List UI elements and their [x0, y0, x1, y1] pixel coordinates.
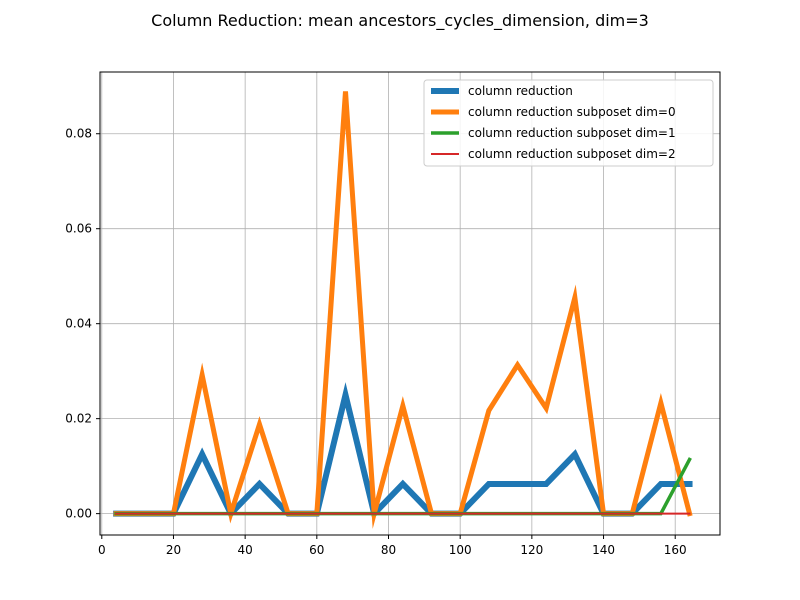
- legend-label-1: column reduction subposet dim=0: [468, 105, 676, 119]
- y-tick-label: 0.00: [65, 507, 92, 521]
- x-tick-label: 40: [238, 543, 253, 557]
- legend-label-2: column reduction subposet dim=1: [468, 126, 676, 140]
- legend-label-3: column reduction subposet dim=2: [468, 147, 676, 161]
- x-tick-label: 120: [520, 543, 543, 557]
- y-tick-label: 0.06: [65, 222, 92, 236]
- x-tick-label: 160: [664, 543, 687, 557]
- x-tick-label: 60: [309, 543, 324, 557]
- x-tick-label: 20: [166, 543, 181, 557]
- x-tick-label: 140: [592, 543, 615, 557]
- legend: column reduction column reduction subpose…: [423, 79, 714, 167]
- y-tick-label: 0.02: [65, 412, 92, 426]
- series-line-1: [113, 91, 693, 529]
- series-lines: [113, 91, 693, 529]
- legend-box: [423, 79, 714, 167]
- x-tick-label: 0: [98, 543, 106, 557]
- x-tick-label: 80: [381, 543, 396, 557]
- y-tick-label: 0.08: [65, 127, 92, 141]
- legend-label-0: column reduction: [468, 84, 573, 98]
- axes: 0 20 40 60 80 100 120 140 160 0.00 0.02 0.04 0.06 0.0…: [65, 71, 721, 557]
- plot-frame: [99, 71, 721, 536]
- y-tick-label: 0.04: [65, 317, 92, 331]
- series-line-0: [113, 382, 693, 520]
- chart-title: Column Reduction: mean ancestors_cycles_…: [151, 11, 649, 31]
- x-tick-label: 100: [449, 543, 472, 557]
